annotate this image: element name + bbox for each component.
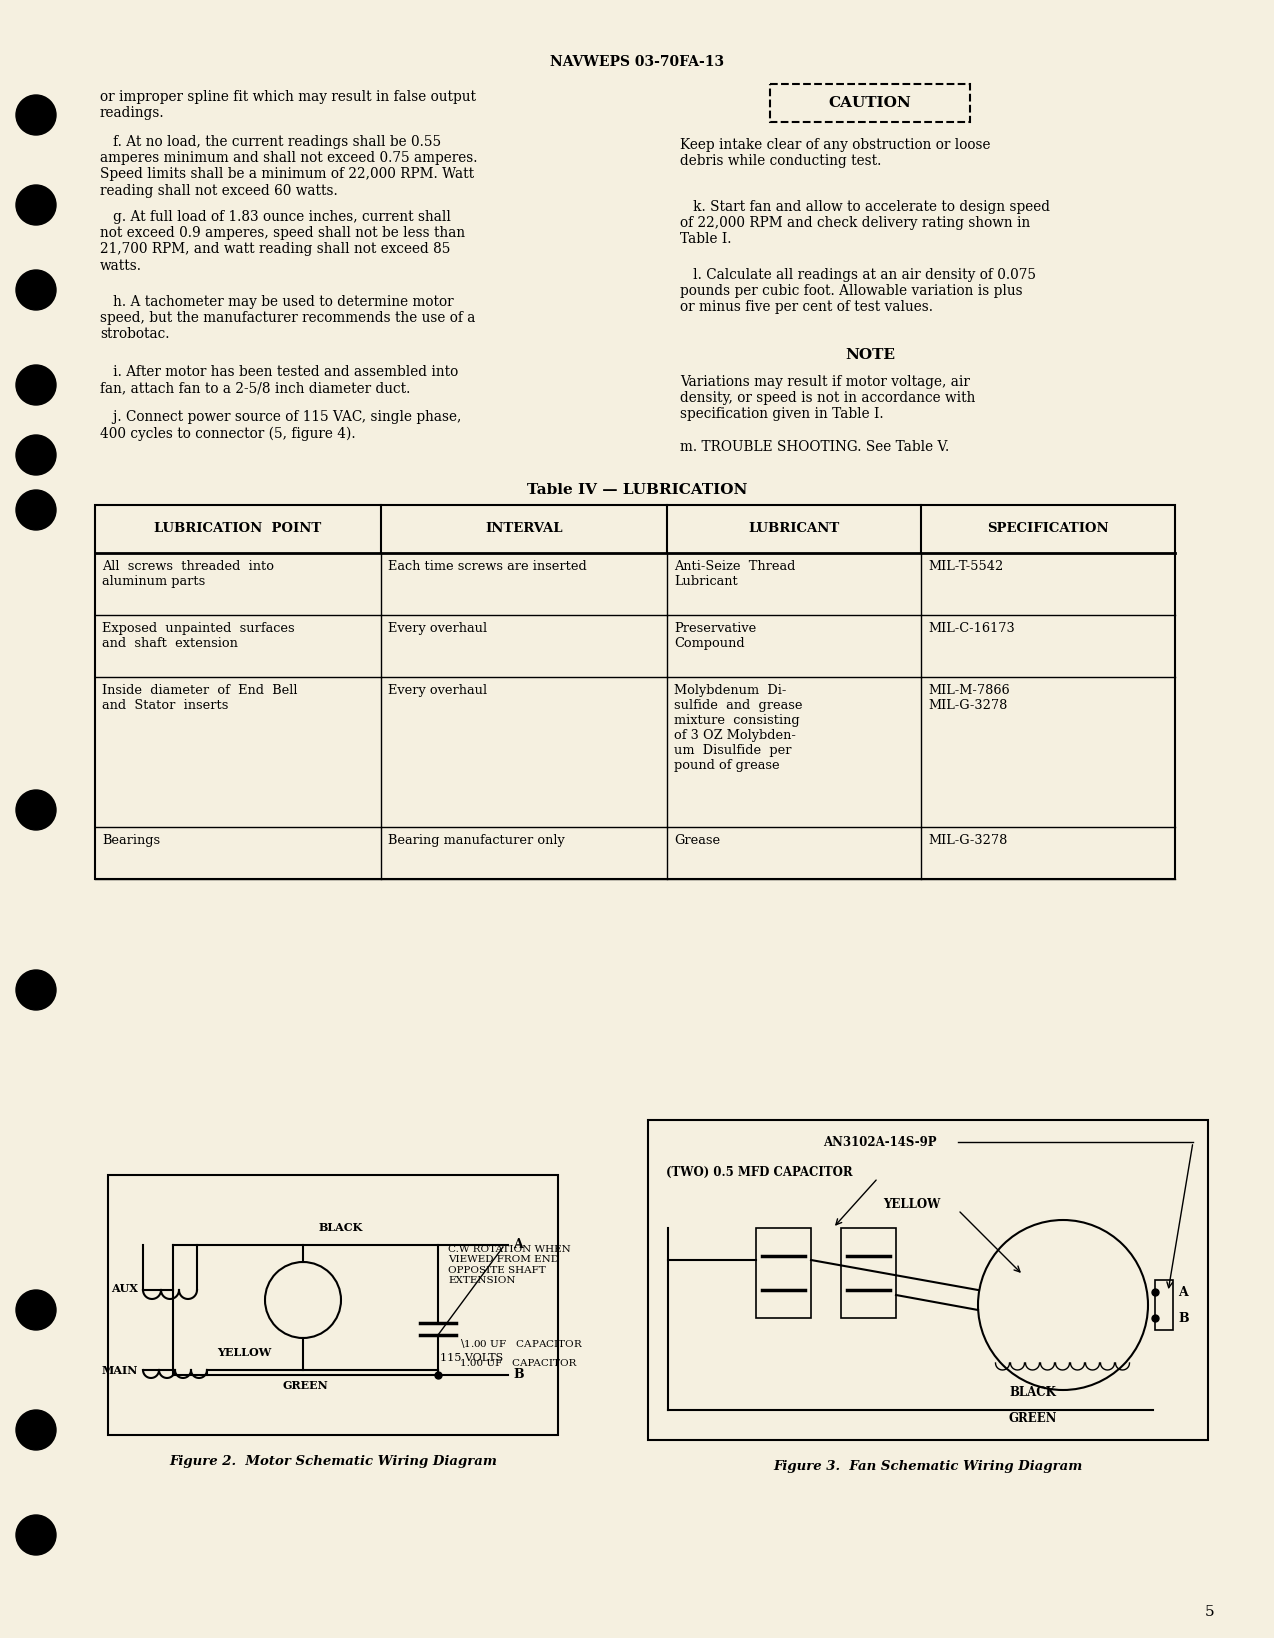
Text: AN3102A-14S-9P: AN3102A-14S-9P	[823, 1135, 936, 1148]
Text: i. After motor has been tested and assembled into
fan, attach fan to a 2-5/8 inc: i. After motor has been tested and assem…	[99, 365, 459, 395]
Text: C.W ROTATION WHEN
VIEWED FROM END
OPPOSITE SHAFT
EXTENSION: C.W ROTATION WHEN VIEWED FROM END OPPOSI…	[448, 1245, 571, 1286]
Text: AUX: AUX	[111, 1283, 138, 1294]
Text: MIL-M-7866
MIL-G-3278: MIL-M-7866 MIL-G-3278	[929, 685, 1010, 713]
Text: Each time screws are inserted: Each time screws are inserted	[389, 560, 587, 573]
Circle shape	[17, 790, 56, 830]
Text: g. At full load of 1.83 ounce inches, current shall
not exceed 0.9 amperes, spee: g. At full load of 1.83 ounce inches, cu…	[99, 210, 465, 272]
Bar	[755, 1228, 812, 1319]
Text: BLACK: BLACK	[1009, 1386, 1056, 1399]
Circle shape	[17, 270, 56, 310]
Text: YELLOW: YELLOW	[217, 1346, 271, 1358]
Text: LUBRICATION  POINT: LUBRICATION POINT	[154, 523, 322, 536]
Text: Figure 2.  Motor Schematic Wiring Diagram: Figure 2. Motor Schematic Wiring Diagram	[169, 1455, 497, 1468]
Text: l. Calculate all readings at an air density of 0.075
pounds per cubic foot. Allo: l. Calculate all readings at an air dens…	[680, 269, 1036, 314]
Bar	[1156, 1279, 1173, 1330]
Circle shape	[17, 970, 56, 1011]
Text: (TWO) 0.5 MFD CAPACITOR: (TWO) 0.5 MFD CAPACITOR	[666, 1166, 852, 1178]
Text: Bearing manufacturer only: Bearing manufacturer only	[389, 834, 564, 847]
Text: A: A	[513, 1238, 522, 1251]
Text: CAUTION: CAUTION	[828, 97, 911, 110]
Bar	[108, 1174, 558, 1435]
Text: MAIN: MAIN	[102, 1364, 138, 1376]
Text: MIL-G-3278: MIL-G-3278	[929, 834, 1008, 847]
Text: Every overhaul: Every overhaul	[389, 622, 488, 636]
Text: GREEN: GREEN	[1009, 1412, 1057, 1425]
Bar	[841, 1228, 896, 1319]
Text: Table IV — LUBRICATION: Table IV — LUBRICATION	[527, 483, 747, 496]
Circle shape	[17, 365, 56, 405]
Text: Bearings: Bearings	[102, 834, 161, 847]
Text: GREEN: GREEN	[283, 1379, 329, 1391]
Text: A: A	[1178, 1286, 1187, 1299]
Bar	[96, 505, 1175, 880]
Circle shape	[17, 1410, 56, 1450]
Text: j. Connect power source of 115 VAC, single phase,
400 cycles to connector (5, fi: j. Connect power source of 115 VAC, sing…	[99, 410, 461, 441]
Text: f. At no load, the current readings shall be 0.55
amperes minimum and shall not : f. At no load, the current readings shal…	[99, 134, 478, 198]
Circle shape	[17, 436, 56, 475]
Text: INTERVAL: INTERVAL	[485, 523, 563, 536]
Text: h. A tachometer may be used to determine motor
speed, but the manufacturer recom: h. A tachometer may be used to determine…	[99, 295, 475, 341]
Text: m. TROUBLE SHOOTING. See Table V.: m. TROUBLE SHOOTING. See Table V.	[680, 441, 949, 454]
Text: $\backslash$1.00 UF   CAPACITOR: $\backslash$1.00 UF CAPACITOR	[460, 1337, 583, 1350]
Text: Grease: Grease	[674, 834, 721, 847]
Text: k. Start fan and allow to accelerate to design speed
of 22,000 RPM and check del: k. Start fan and allow to accelerate to …	[680, 200, 1050, 246]
Text: 115 VOLTS: 115 VOLTS	[440, 1353, 503, 1363]
Circle shape	[17, 185, 56, 224]
Text: Anti-Seize  Thread
Lubricant: Anti-Seize Thread Lubricant	[674, 560, 796, 588]
Text: NOTE: NOTE	[845, 347, 896, 362]
Text: Inside  diameter  of  End  Bell
and  Stator  inserts: Inside diameter of End Bell and Stator i…	[102, 685, 298, 713]
Bar	[648, 1120, 1208, 1440]
Text: 1.00 UF   CAPACITOR: 1.00 UF CAPACITOR	[460, 1360, 576, 1368]
Text: Every overhaul: Every overhaul	[389, 685, 488, 698]
Text: All  screws  threaded  into
aluminum parts: All screws threaded into aluminum parts	[102, 560, 274, 588]
Text: Figure 3.  Fan Schematic Wiring Diagram: Figure 3. Fan Schematic Wiring Diagram	[773, 1459, 1083, 1473]
Text: LUBRICANT: LUBRICANT	[749, 523, 840, 536]
Text: Keep intake clear of any obstruction or loose
debris while conducting test.: Keep intake clear of any obstruction or …	[680, 138, 990, 169]
Bar	[769, 84, 970, 121]
Text: B: B	[513, 1368, 524, 1381]
Text: Variations may result if motor voltage, air
density, or speed is not in accordan: Variations may result if motor voltage, …	[680, 375, 976, 421]
Text: BLACK: BLACK	[318, 1222, 363, 1233]
Circle shape	[17, 490, 56, 531]
Text: NAVWEPS 03-70FA-13: NAVWEPS 03-70FA-13	[550, 56, 724, 69]
Text: Molybdenum  Di-
sulfide  and  grease
mixture  consisting
of 3 OZ Molybden-
um  D: Molybdenum Di- sulfide and grease mixtur…	[674, 685, 803, 771]
Circle shape	[17, 1291, 56, 1330]
Text: YELLOW: YELLOW	[883, 1199, 940, 1212]
Text: MIL-T-5542: MIL-T-5542	[929, 560, 1004, 573]
Text: SPECIFICATION: SPECIFICATION	[987, 523, 1108, 536]
Circle shape	[17, 1515, 56, 1554]
Text: B: B	[1178, 1312, 1189, 1325]
Text: or improper spline fit which may result in false output
readings.: or improper spline fit which may result …	[99, 90, 476, 120]
Text: Preservative
Compound: Preservative Compound	[674, 622, 757, 650]
Text: Exposed  unpainted  surfaces
and  shaft  extension: Exposed unpainted surfaces and shaft ext…	[102, 622, 294, 650]
Text: MIL-C-16173: MIL-C-16173	[929, 622, 1015, 636]
Circle shape	[17, 95, 56, 134]
Text: 5: 5	[1205, 1605, 1215, 1618]
